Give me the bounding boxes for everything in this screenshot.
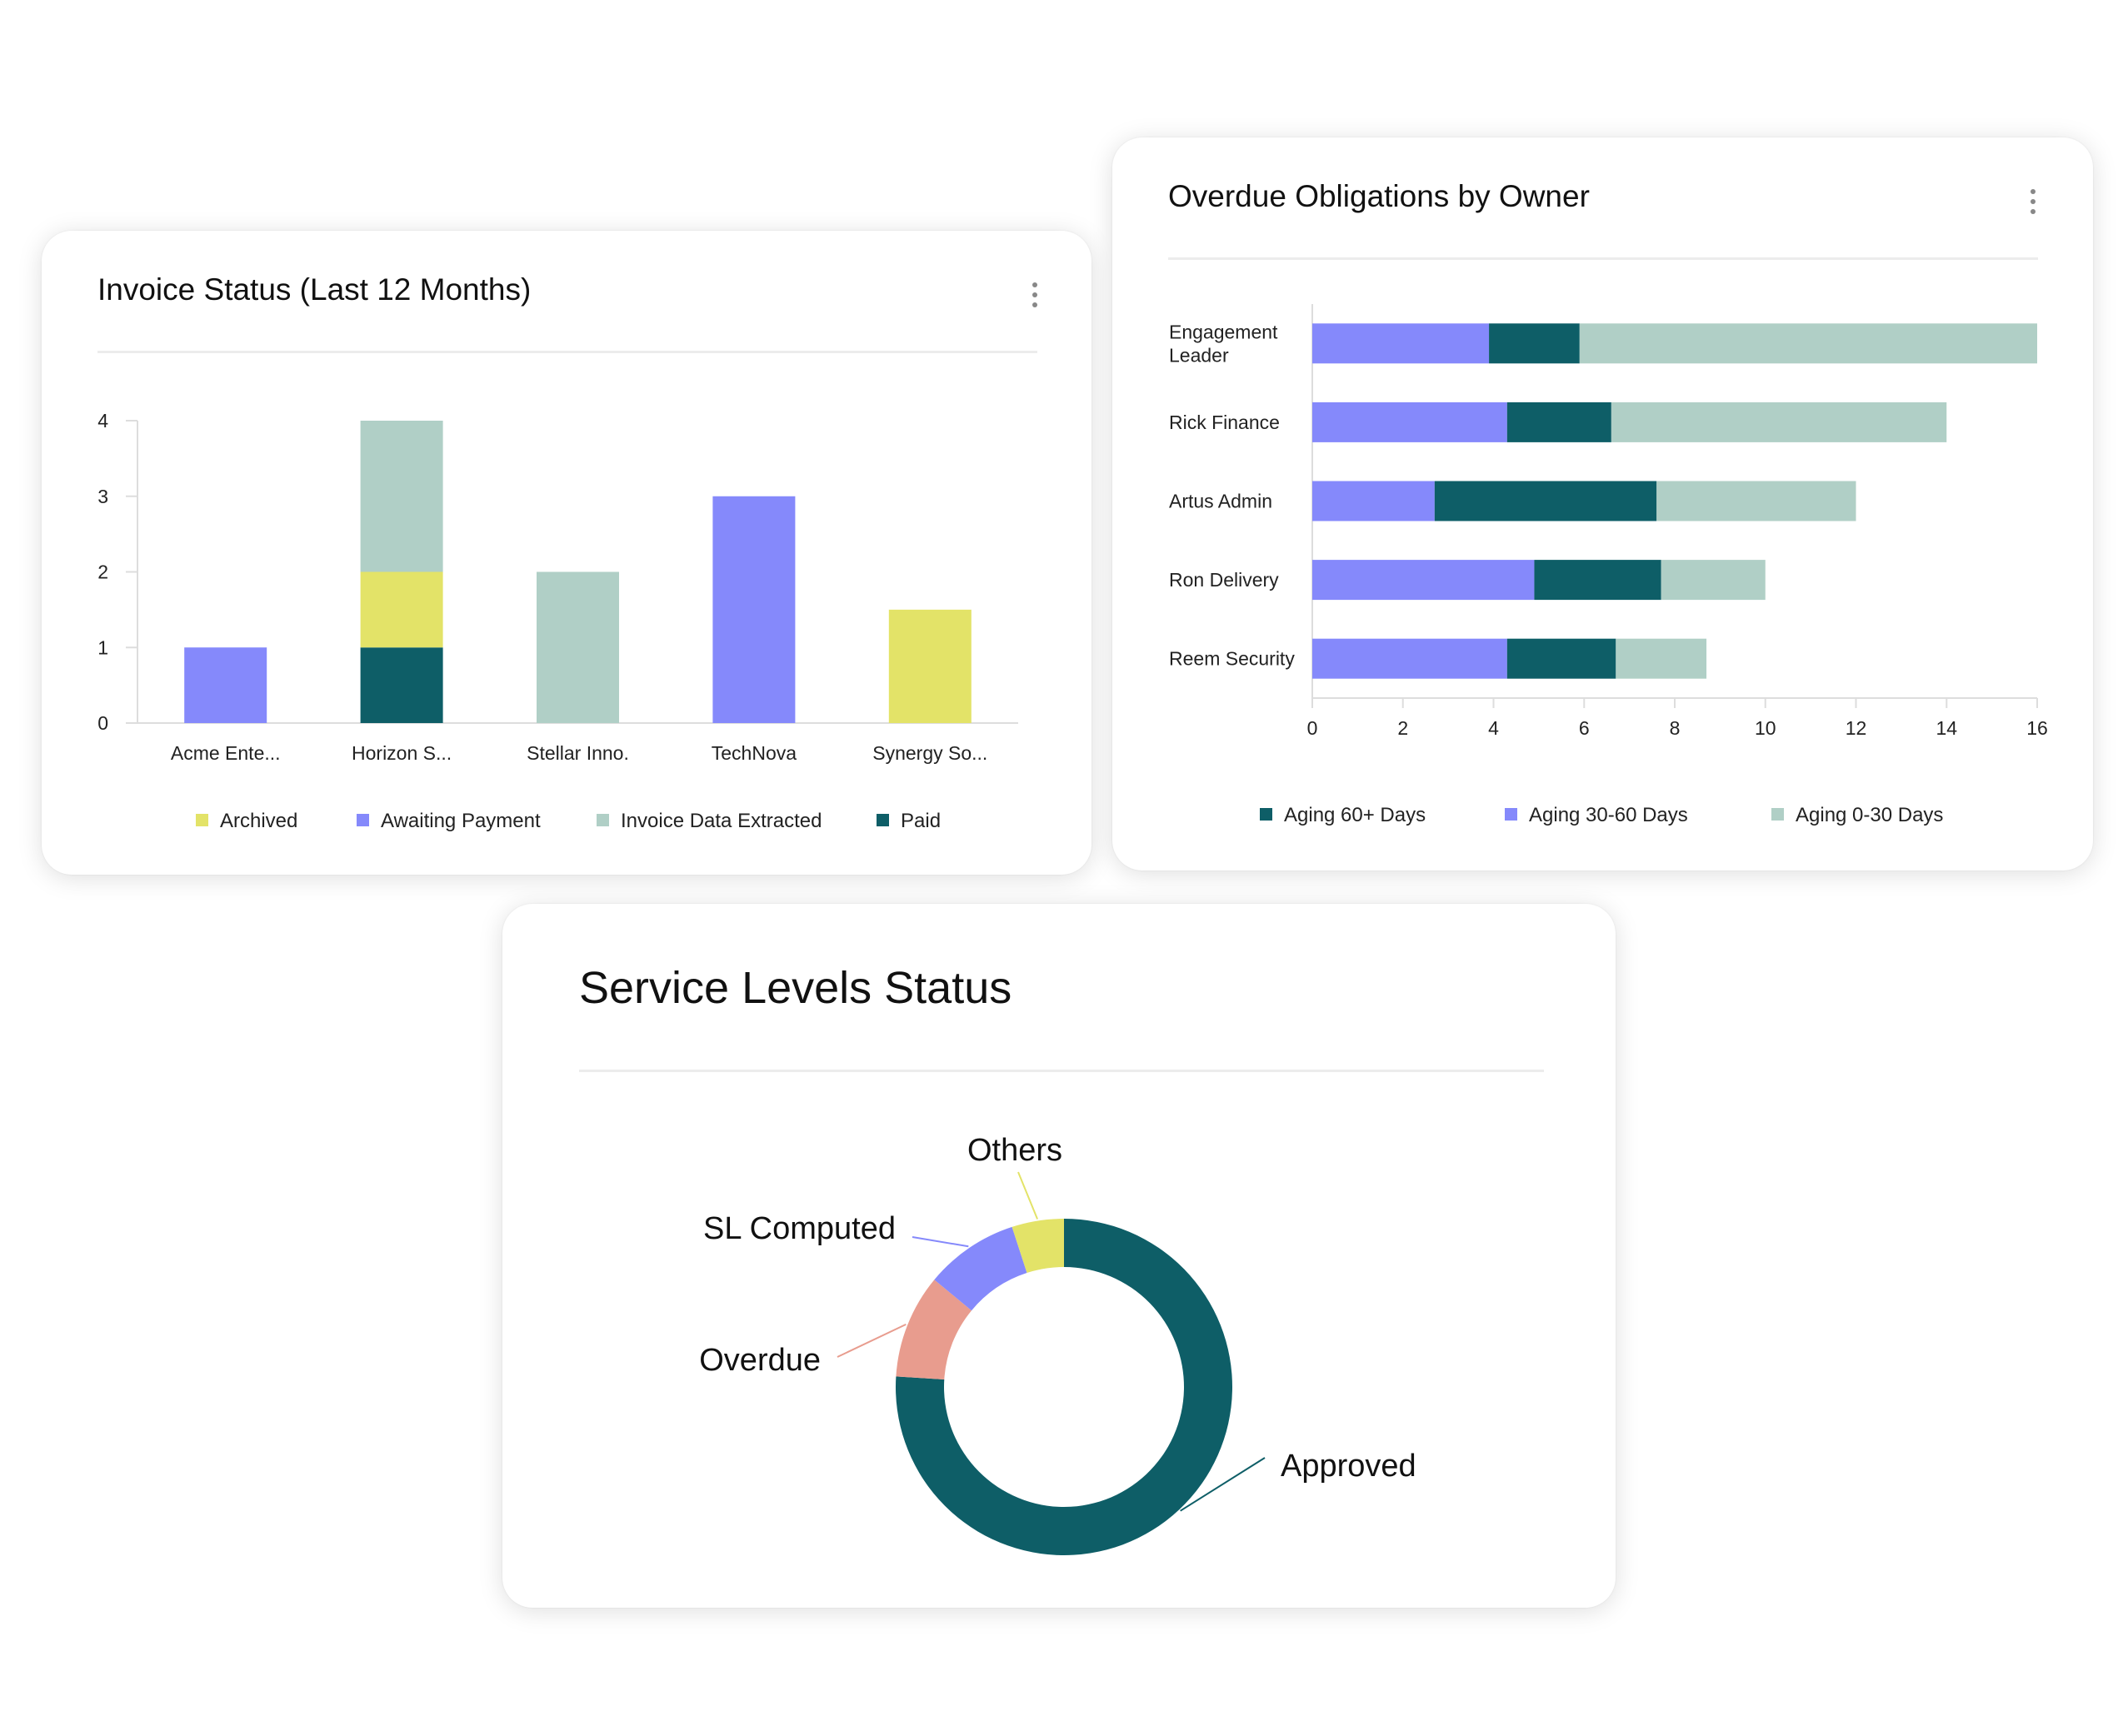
invoice-x-tick-label: Synergy So... <box>872 742 987 764</box>
donut-slice-sl-computed <box>934 1226 1027 1311</box>
invoice-legend-label: Awaiting Payment <box>381 810 541 832</box>
overdue-bar-aging-60-days <box>1489 323 1580 364</box>
invoice-y-tick-label: 4 <box>97 410 108 432</box>
invoice-legend-swatch <box>597 814 609 826</box>
overdue-y-tick-label: Leader <box>1169 344 1229 366</box>
overdue-y-tick-label: Rick Finance <box>1169 412 1280 433</box>
invoice-bar-archived <box>360 571 443 648</box>
invoice-x-tick-label: Horizon S... <box>352 742 452 764</box>
overdue-x-tick-label: 4 <box>1488 717 1499 739</box>
overdue-y-tick-label: Engagement <box>1169 321 1278 342</box>
invoice-title-divider <box>97 351 1037 353</box>
overdue-bar-aging-60-days <box>1506 402 1611 442</box>
overdue-legend-swatch <box>1260 808 1272 821</box>
invoice-legend-label: Invoice Data Extracted <box>621 810 822 832</box>
overdue-bar-aging-30-60-days <box>1312 638 1507 679</box>
overdue-bar-aging-0-30-days <box>1616 638 1707 679</box>
overdue-legend-label: Aging 0-30 Days <box>1796 804 1943 826</box>
overdue-x-tick-label: 0 <box>1307 717 1318 739</box>
overdue-legend-swatch <box>1771 808 1784 821</box>
donut-slice-others <box>1012 1219 1064 1274</box>
overdue-bar-aging-30-60-days <box>1312 481 1435 521</box>
overdue-legend-swatch <box>1505 808 1517 821</box>
overdue-y-tick-label: Reem Security <box>1169 648 1295 670</box>
overdue-legend-label: Aging 30-60 Days <box>1529 804 1688 826</box>
overdue-menu-icon[interactable] <box>2023 187 2043 217</box>
invoice-x-tick-label: Acme Ente... <box>171 742 281 764</box>
overdue-x-tick-label: 12 <box>1846 717 1867 739</box>
overdue-bar-aging-0-30-days <box>1661 560 1766 601</box>
donut-slice-overdue <box>896 1280 972 1379</box>
donut-label-overdue: Overdue <box>699 1343 821 1378</box>
invoice-y-tick-label: 3 <box>97 486 108 507</box>
invoice-y-tick-label: 1 <box>97 636 108 658</box>
overdue-x-tick-label: 14 <box>1936 717 1957 739</box>
invoice-bar-archived <box>888 609 972 723</box>
invoice-bar-invoice-data-extracted <box>360 421 443 572</box>
overdue-bar-aging-60-days <box>1434 481 1657 521</box>
overdue-bar-aging-30-60-days <box>1312 402 1507 442</box>
donut-label-others: Others <box>967 1133 1062 1168</box>
overdue-bar-aging-60-days <box>1534 560 1661 601</box>
donut-label-approved: Approved <box>1281 1449 1416 1484</box>
overdue-bar-aging-0-30-days <box>1656 481 1856 521</box>
overdue-x-tick-label: 6 <box>1579 717 1590 739</box>
invoice-legend-label: Archived <box>220 810 297 832</box>
overdue-bar-aging-0-30-days <box>1579 323 2037 364</box>
overdue-title-divider <box>1168 257 2038 260</box>
donut-leader-sl-computed <box>912 1236 969 1248</box>
overdue-x-tick-label: 10 <box>1755 717 1776 739</box>
donut-leader-others <box>1017 1171 1039 1220</box>
invoice-x-tick-label: Stellar Inno. <box>527 742 629 764</box>
invoice-legend-swatch <box>357 814 369 826</box>
overdue-obligations-title: Overdue Obligations by Owner <box>1168 179 1590 213</box>
donut-leader-overdue <box>837 1323 907 1358</box>
overdue-y-tick-label: Artus Admin <box>1169 491 1272 512</box>
invoice-bar-awaiting-payment <box>184 647 267 723</box>
invoice-x-tick-label: TechNova <box>712 742 797 764</box>
overdue-y-tick-label: Ron Delivery <box>1169 569 1279 591</box>
service-levels-title: Service Levels Status <box>579 963 1012 1013</box>
invoice-bar-awaiting-payment <box>712 496 796 723</box>
invoice-status-card: Invoice Status (Last 12 Months) <box>42 231 1091 875</box>
overdue-bar-aging-60-days <box>1506 638 1616 679</box>
invoice-legend-label: Paid <box>901 810 941 832</box>
invoice-status-title: Invoice Status (Last 12 Months) <box>97 272 532 307</box>
invoice-bar-invoice-data-extracted <box>537 571 619 723</box>
overdue-x-tick-label: 16 <box>2026 717 2048 739</box>
overdue-bar-aging-30-60-days <box>1312 560 1535 601</box>
invoice-menu-icon[interactable] <box>1025 281 1045 311</box>
invoice-legend-swatch <box>877 814 889 826</box>
overdue-legend-label: Aging 60+ Days <box>1284 804 1426 826</box>
invoice-bar-paid <box>360 647 443 723</box>
overdue-x-tick-label: 2 <box>1397 717 1408 739</box>
invoice-y-tick-label: 0 <box>97 712 108 734</box>
overdue-bar-aging-30-60-days <box>1312 323 1490 364</box>
invoice-legend-swatch <box>196 814 208 826</box>
service-levels-divider <box>579 1070 1544 1072</box>
overdue-x-tick-label: 8 <box>1670 717 1681 739</box>
donut-leader-approved <box>1180 1457 1266 1512</box>
donut-label-sl-computed: SL Computed <box>703 1211 896 1246</box>
overdue-bar-aging-0-30-days <box>1611 402 1947 442</box>
invoice-y-tick-label: 2 <box>97 561 108 583</box>
